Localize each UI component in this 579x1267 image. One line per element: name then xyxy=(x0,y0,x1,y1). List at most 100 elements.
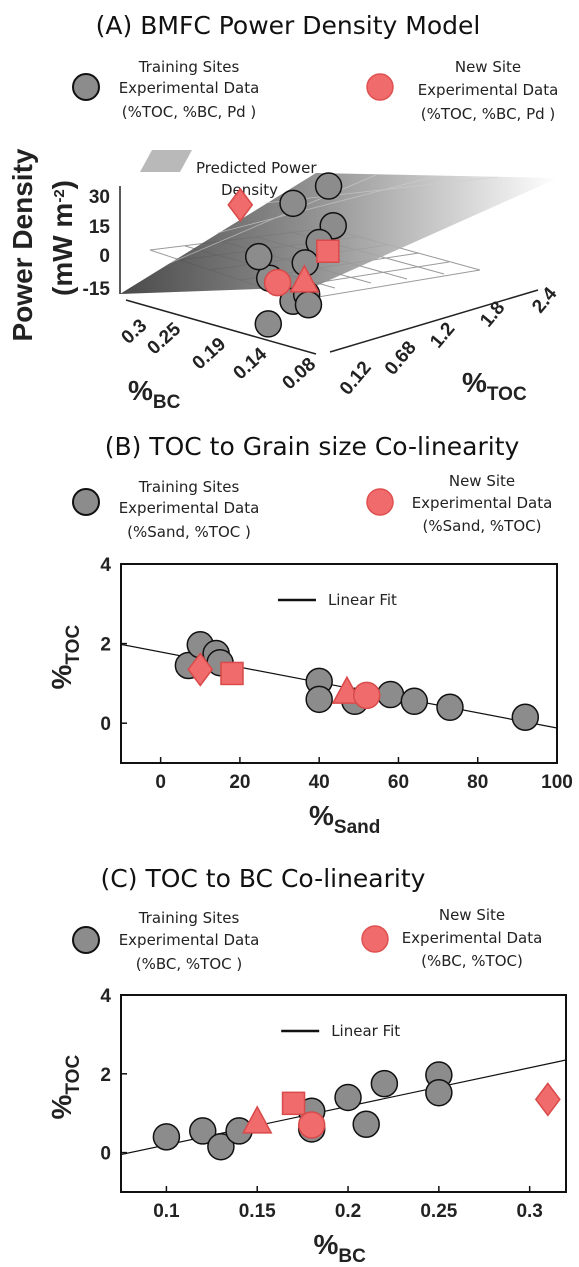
panel-c-training-point xyxy=(370,1069,399,1098)
panel-a-training-point xyxy=(254,310,283,338)
panel-b-x-tick-label: 100 xyxy=(541,772,573,793)
panel-b-y-tick-label: 4 xyxy=(100,555,111,576)
panel-b-x-tick-label: 60 xyxy=(388,772,409,793)
panel-a-toc-tick: 1.2 xyxy=(426,319,459,353)
panel-b-legend-new-line2: Experimental Data xyxy=(412,494,553,512)
panel-a-new-site-point-triangle xyxy=(289,264,320,293)
panel-a-z-tick-0: 0 xyxy=(99,246,110,267)
panel-c-training-point xyxy=(152,1123,181,1151)
panel-a-legend-new-vars: (%TOC, %BC, Pd ) xyxy=(421,105,556,123)
panel-a-legend-training-line1: Training Sites xyxy=(138,58,240,76)
panel-b-fit-legend-label: Linear Fit xyxy=(328,591,397,609)
panel-c-legend-training-line2: Experimental Data xyxy=(119,931,260,949)
panel-c-new-site-point-triangle xyxy=(241,1105,273,1134)
panel-c-y-axis-label-group: %TOC xyxy=(46,1055,84,1120)
panel-a-z-tick-30: 30 xyxy=(89,187,110,208)
panel-b-new-site-point-circle xyxy=(352,681,381,710)
panel-a-toc-tick: 0.68 xyxy=(381,338,421,380)
panel-c-legend-new-marker xyxy=(361,925,389,953)
panel-b-legend-new-line1: New Site xyxy=(449,472,515,490)
panel-b-new-site-point-square xyxy=(220,661,244,686)
panel-c-training-point xyxy=(188,1117,217,1145)
panel-b-y-tick-label: 0 xyxy=(100,714,111,735)
panel-a-legend-new-line1: New Site xyxy=(455,58,521,76)
panel-b-legend-training-vars: (%Sand, %TOC ) xyxy=(127,523,251,541)
panel-a-bc-tick: 0.25 xyxy=(144,318,186,359)
panel-c-legend-training-line1: Training Sites xyxy=(138,909,240,927)
panel-a-training-point xyxy=(244,242,273,271)
panel-a-legend-training-line2: Experimental Data xyxy=(119,79,260,97)
panel-b-training-point xyxy=(400,687,429,716)
panel-a-new-site-point-diamond xyxy=(227,187,254,223)
panel-c: (C) TOC to BC Co-linearity Training Site… xyxy=(46,864,567,1267)
panel-c-new-site-point-circle xyxy=(297,1111,326,1139)
panel-b-y-axis-label: %TOC xyxy=(46,625,84,690)
panel-a-bc-tick: 0.19 xyxy=(189,334,231,374)
panel-b-plot-frame xyxy=(120,563,558,764)
panel-a-toc-tick: 0.12 xyxy=(336,358,376,400)
panel-b-legend-new-vars: (%Sand, %TOC) xyxy=(423,517,542,535)
panel-a-bc-tick: 0.08 xyxy=(279,354,321,394)
panel-a-bc-label: %BC xyxy=(128,375,181,413)
panel-b-legend-training-line1: Training Sites xyxy=(138,478,240,496)
panel-b-legend-training-marker xyxy=(72,488,100,516)
panel-a-zlabel-units: (mW m-2) xyxy=(47,180,78,296)
panel-a-bc-tick: 0.14 xyxy=(230,343,272,384)
panel-c-x-tick-label: 0.15 xyxy=(239,1201,276,1222)
panel-a-legend-new-marker xyxy=(366,73,394,101)
panel-a-toc-tick: 2.4 xyxy=(528,283,561,317)
panel-c-legend-training-marker xyxy=(72,926,100,954)
panel-a-training-point xyxy=(279,189,307,218)
panel-b-new-site-point-diamond xyxy=(187,652,214,687)
panel-b-title: (B) TOC to Grain size Co-linearity xyxy=(105,432,520,461)
panel-b-training-point xyxy=(511,703,540,731)
panel-a-legend-surface-line1: Predicted Power xyxy=(196,159,317,177)
panel-c-x-tick-label: 0.25 xyxy=(420,1201,457,1222)
panel-b-y-axis-label-group: %TOC xyxy=(46,625,84,690)
panel-b-x-tick-label: 0 xyxy=(155,772,166,793)
panel-b-x-tick-label: 20 xyxy=(229,772,250,793)
panel-b-legend-new-marker xyxy=(366,488,394,516)
panel-c-title: (C) TOC to BC Co-linearity xyxy=(101,864,426,893)
panel-a-new-site-point-square xyxy=(316,239,340,263)
panel-c-training-point xyxy=(425,1078,453,1107)
panel-c-training-point xyxy=(352,1110,380,1138)
panel-a-legend-surface-line2: Density xyxy=(221,181,278,199)
panel-b-x-axis-label: %Sand xyxy=(309,800,380,838)
panel-c-y-tick-label: 2 xyxy=(100,1065,111,1086)
panel-a-z-tick-neg15: -15 xyxy=(83,279,111,300)
panel-a-training-point xyxy=(294,291,323,319)
panel-c-x-tick-label: 0.1 xyxy=(153,1201,180,1222)
panel-a-legend-new-line2: Experimental Data xyxy=(418,81,559,99)
panel-a-title: (A) BMFC Power Density Model xyxy=(96,11,481,40)
panel-a-z-tick-15: 15 xyxy=(89,217,111,238)
panel-a-legend-training-marker xyxy=(72,73,100,101)
panel-a-training-point xyxy=(314,172,343,200)
panel-c-x-tick-label: 0.2 xyxy=(335,1201,361,1222)
panel-b-training-point xyxy=(436,693,464,722)
panel-b-x-tick-label: 40 xyxy=(309,772,330,793)
panel-a-toc-label: %TOC xyxy=(462,367,527,405)
panel-a-toc-ticks: 0.12 0.68 1.2 1.8 2.4 xyxy=(336,283,562,399)
panel-c-x-tick-label: 0.3 xyxy=(516,1201,542,1222)
panel-c-training-point xyxy=(207,1132,235,1161)
panel-b-training-point xyxy=(376,680,405,709)
panel-a-zlabel: Power Density xyxy=(7,148,38,341)
panel-c-x-axis-label: %BC xyxy=(314,1229,367,1267)
panel-a-bc-axis-line xyxy=(125,299,317,355)
panel-a-new-site-point-circle xyxy=(263,268,292,297)
panel-c-legend-new-line2: Experimental Data xyxy=(402,929,543,947)
panel-c-legend-new-vars: (%BC, %TOC) xyxy=(421,952,523,970)
panel-c-plot: 0.1 0.15 0.2 0.25 0.3 0 2 4 Linear Fit %BC %TOC xyxy=(46,986,567,1267)
panel-a-toc-axis-line xyxy=(329,289,539,353)
panel-b-y-tick-label: 2 xyxy=(100,635,111,656)
panel-c-y-tick-label: 0 xyxy=(100,1144,111,1165)
panel-c-y-tick-label: 4 xyxy=(100,986,111,1007)
panel-c-legend-training-vars: (%BC, %TOC ) xyxy=(136,955,242,973)
panel-c-y-axis-label: %TOC xyxy=(46,1055,84,1120)
panel-a-points xyxy=(227,172,347,338)
panel-a-legend-training-vars: (%TOC, %BC, Pd ) xyxy=(122,103,257,121)
panel-c-training-point xyxy=(334,1083,362,1112)
panel-a: (A) BMFC Power Density Model Training Si… xyxy=(7,11,562,413)
